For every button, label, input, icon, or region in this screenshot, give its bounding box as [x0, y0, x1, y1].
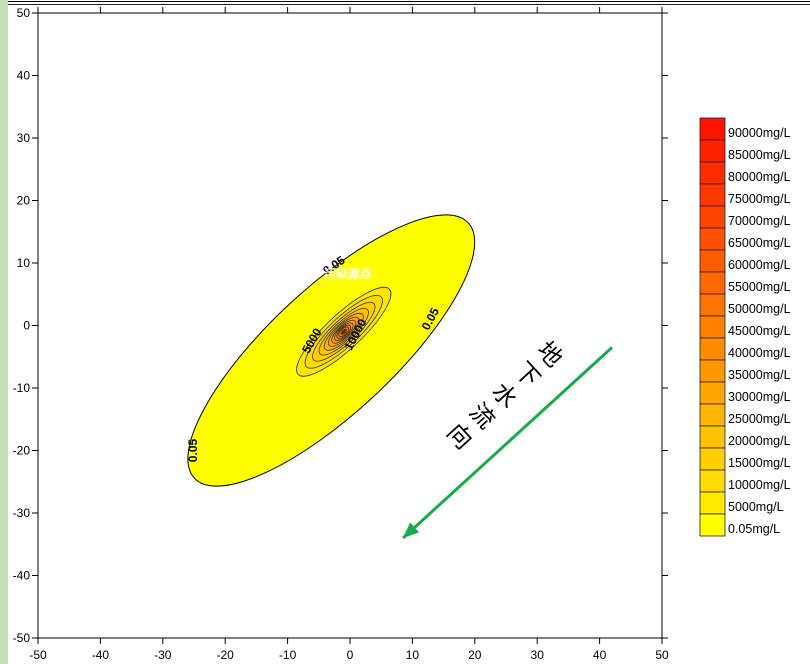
source-label: 污染源点: [324, 266, 372, 281]
legend-swatch: [699, 315, 726, 339]
legend-swatch: [699, 249, 726, 273]
x-tick-label: 0: [347, 648, 354, 662]
legend-swatch: [699, 403, 726, 427]
x-tick-label: 30: [531, 648, 545, 662]
axes: -50 -40 -30 -20 -10 0 10 20 30 40 50 -50 -40 -30 -20 -1…: [13, 6, 669, 662]
x-tick-label: -40: [92, 648, 110, 662]
x-tick-label: 10: [406, 648, 420, 662]
legend-label: 30000mg/L: [728, 390, 791, 404]
x-tick-label: 50: [655, 648, 669, 662]
y-tick-label: -50: [13, 631, 31, 645]
legend-swatch: [699, 491, 726, 515]
y-tick-label: 0: [23, 319, 30, 333]
y-tick-label: 10: [17, 256, 31, 270]
y-tick-label: 50: [17, 6, 31, 20]
legend-label: 25000mg/L: [728, 412, 791, 426]
legend-swatch: [699, 271, 726, 295]
legend-label: 0.05mg/L: [728, 522, 780, 536]
legend-label: 5000mg/L: [728, 500, 784, 514]
legend-swatch: [699, 293, 726, 317]
legend-label: 75000mg/L: [728, 192, 791, 206]
legend-swatch: [699, 161, 726, 185]
legend-label: 55000mg/L: [728, 280, 791, 294]
x-tick-label: -20: [217, 648, 235, 662]
legend-swatch: [699, 139, 726, 163]
x-tick-label: -50: [29, 648, 47, 662]
legend-label: 10000mg/L: [728, 478, 791, 492]
x-tick-label: 20: [468, 648, 482, 662]
y-tick-label: -10: [13, 381, 31, 395]
legend-swatch: [699, 513, 726, 537]
legend-swatch: [699, 469, 726, 493]
legend-label: 15000mg/L: [728, 456, 791, 470]
legend-label: 50000mg/L: [728, 302, 791, 316]
source-core: [340, 328, 347, 335]
legend-swatch: [699, 359, 726, 383]
legend-swatch: [699, 117, 726, 141]
legend-label: 90000mg/L: [728, 126, 791, 140]
x-tick-label: 40: [593, 648, 607, 662]
y-tick-label: -30: [13, 506, 31, 520]
legend-swatch: [699, 227, 726, 251]
legend-swatch: [699, 447, 726, 471]
contour-label: 0.05: [186, 438, 200, 462]
legend-swatch: [699, 205, 726, 229]
legend-label: 45000mg/L: [728, 324, 791, 338]
side-strip: [0, 0, 8, 664]
legend-label: 85000mg/L: [728, 148, 791, 162]
legend-label: 65000mg/L: [728, 236, 791, 250]
y-tick-label: -20: [13, 444, 31, 458]
legend-swatch: [699, 337, 726, 361]
y-tick-label: 30: [17, 131, 31, 145]
legend-label: 70000mg/L: [728, 214, 791, 228]
legend-label: 20000mg/L: [728, 434, 791, 448]
y-tick-label: 40: [17, 69, 31, 83]
x-tick-label: -30: [154, 648, 172, 662]
x-tick-label: -10: [279, 648, 297, 662]
legend-label: 60000mg/L: [728, 258, 791, 272]
legend-swatch: [699, 425, 726, 449]
flow-arrow-line: [402, 346, 614, 540]
legend-label: 35000mg/L: [728, 368, 791, 382]
y-tick-label: 20: [17, 194, 31, 208]
legend-label: 40000mg/L: [728, 346, 791, 360]
legend-label: 80000mg/L: [728, 170, 791, 184]
legend-swatch: [699, 183, 726, 207]
legend: 90000mg/L 85000mg/L 80000mg/L 75000mg/L 7000…: [699, 117, 791, 537]
legend-swatch: [699, 381, 726, 405]
flow-arrow-head: [403, 522, 420, 538]
y-tick-label: -40: [13, 569, 31, 583]
